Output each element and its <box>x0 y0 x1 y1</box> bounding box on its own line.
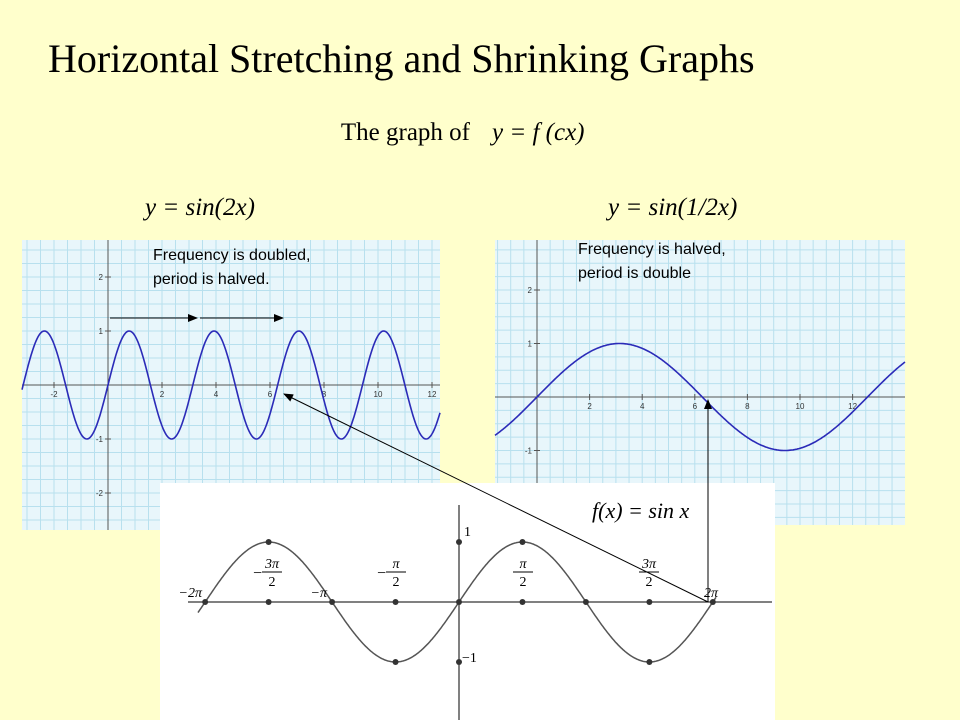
point <box>519 599 526 605</box>
x-label-sign: − <box>311 586 320 601</box>
graph-background <box>495 240 905 525</box>
annotation: Frequency is doubled, <box>153 247 310 264</box>
x-label-num: π <box>519 557 527 572</box>
x-tick-label: 12 <box>848 402 857 411</box>
annotation: period is halved. <box>153 271 270 288</box>
x-label-num: 3π <box>641 557 657 572</box>
x-label-den: 2 <box>646 575 653 590</box>
x-tick-label: 4 <box>214 390 219 399</box>
point <box>265 599 272 605</box>
x-label: π <box>320 586 328 601</box>
y-tick-label: -1 <box>525 447 533 456</box>
y-tick-label: -2 <box>96 489 104 498</box>
x-label-den: 2 <box>520 575 527 590</box>
x-tick-label: -2 <box>50 390 58 399</box>
annotation: Frequency is halved, <box>578 241 726 258</box>
x-tick-label: 12 <box>428 390 437 399</box>
title: Horizontal Stretching and Shrinking Grap… <box>48 36 755 81</box>
y-label: 1 <box>464 525 471 540</box>
function-curve <box>494 342 906 452</box>
y-tick-label: -1 <box>96 435 104 444</box>
x-label: 2π <box>188 586 203 601</box>
x-label-sign: − <box>179 586 188 601</box>
y-label: −1 <box>462 651 477 666</box>
x-tick-label: 2 <box>160 390 165 399</box>
x-label-num: π <box>392 557 400 572</box>
function-curve <box>21 330 441 440</box>
base-curve <box>197 541 717 663</box>
subtitle-prefix: The graph of <box>341 119 471 146</box>
right-function-label: y = sin(1/2x) <box>605 194 737 221</box>
point <box>265 539 272 545</box>
x-tick-label: 8 <box>322 390 327 399</box>
x-tick-label: 2 <box>587 402 592 411</box>
point <box>646 659 653 665</box>
y-tick-label: 1 <box>99 327 104 336</box>
x-label-den: 2 <box>393 575 400 590</box>
point <box>456 659 462 665</box>
y-tick-label: 2 <box>528 286 533 295</box>
x-tick-label: 10 <box>796 402 805 411</box>
x-label-sign: − <box>377 565 386 582</box>
subtitle-formula: y = f (cx) <box>489 119 585 146</box>
y-tick-label: 1 <box>528 340 533 349</box>
point <box>456 599 462 605</box>
arrow <box>283 393 709 603</box>
x-tick-label: 6 <box>693 402 698 411</box>
point <box>519 539 526 545</box>
x-label-sign: − <box>253 565 262 582</box>
point <box>646 599 653 605</box>
left-function-label: y = sin(2x) <box>142 194 255 221</box>
x-tick-label: 6 <box>268 390 273 399</box>
x-label: 2π <box>704 586 719 601</box>
point <box>709 599 716 605</box>
point <box>456 539 462 545</box>
x-tick-label: 10 <box>374 390 383 399</box>
point <box>582 599 589 605</box>
base-function-label: f(x) = sin x <box>592 498 690 523</box>
annotation: period is double <box>578 265 691 282</box>
point <box>392 659 399 665</box>
x-label-den: 2 <box>269 575 276 590</box>
x-label-num: 3π <box>264 557 280 572</box>
point <box>202 599 209 605</box>
x-tick-label: 4 <box>640 402 645 411</box>
point <box>329 599 336 605</box>
x-tick-label: 8 <box>745 402 750 411</box>
y-tick-label: 2 <box>99 273 104 282</box>
point <box>392 599 399 605</box>
